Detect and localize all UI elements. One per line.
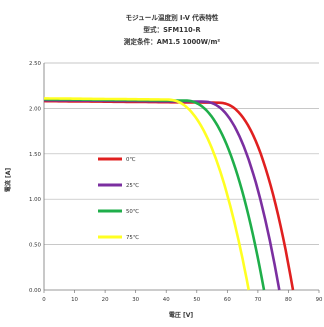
y-tick-4: 2.00	[29, 106, 42, 112]
x-tick-6: 60	[224, 297, 231, 303]
legend: 0℃ 25℃ 50℃ 75℃	[98, 157, 139, 241]
legend-label-2: 50℃	[126, 209, 139, 215]
chart-subtitle-model: 型式：SFM110-R	[143, 25, 200, 34]
series-line-2	[44, 98, 266, 291]
y-tick-5: 2.50	[29, 61, 42, 67]
y-tick-2: 1.00	[29, 197, 42, 203]
y-tick-0: 0.00	[29, 288, 42, 294]
series-lines	[43, 97, 295, 291]
x-tick-labels: 0 10 20 30 40 50 60 70 80 90	[42, 297, 323, 303]
x-tick-5: 50	[193, 297, 200, 303]
y-tick-labels: 0.00 0.50 1.00 1.50 2.00 2.50	[29, 61, 42, 294]
x-tick-2: 20	[102, 297, 109, 303]
chart-title: モジュール温度別 I-V 代表特性	[125, 13, 218, 22]
x-tick-7: 70	[254, 297, 261, 303]
x-tick-4: 40	[163, 297, 170, 303]
x-tick-3: 30	[132, 297, 139, 303]
series-line-0	[43, 99, 295, 291]
x-tick-8: 80	[285, 297, 292, 303]
legend-label-0: 0℃	[126, 157, 135, 163]
chart-subtitle-condition: 測定条件：AM1.5 1000W/m²	[124, 37, 221, 46]
x-tick-1: 10	[71, 297, 78, 303]
y-tick-1: 0.50	[29, 243, 42, 249]
x-tick-0: 0	[42, 297, 46, 303]
axes	[43, 63, 320, 293]
series-line-3	[44, 97, 250, 291]
legend-label-1: 25℃	[126, 183, 139, 189]
x-tick-9: 90	[316, 297, 323, 303]
x-axis-label: 電圧 [V]	[169, 311, 193, 319]
y-tick-3: 1.50	[29, 152, 42, 158]
legend-label-3: 75℃	[126, 235, 139, 241]
y-axis-label: 電流 [A]	[4, 168, 12, 192]
